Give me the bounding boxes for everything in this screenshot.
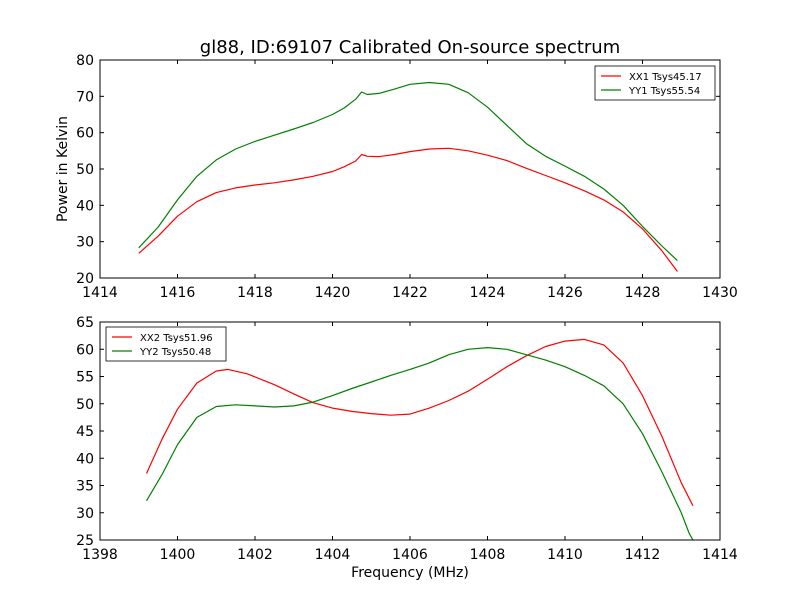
x-tick-label: 1414 (702, 547, 738, 563)
series-line-2-2 (145, 347, 694, 541)
x-tick-label: 1422 (392, 285, 428, 301)
y-tick-label: 30 (76, 506, 94, 522)
x-tick-label: 1414 (82, 285, 118, 301)
y-tick-label: 25 (76, 533, 94, 549)
y-tick-label: 40 (76, 451, 94, 467)
legend-entry: XX1 Tsys45.17 (629, 72, 702, 83)
x-tick-label: 1400 (160, 547, 196, 563)
y-tick-label: 55 (76, 370, 94, 386)
y-tick-label: 70 (76, 89, 94, 105)
x-tick-label: 1398 (82, 547, 118, 563)
bottom-panel: 1398 1400 1402 1404 1406 1408 1410 1412 1414 25 30… (76, 315, 738, 563)
x-tick-label: 1412 (625, 547, 661, 563)
series-line-1-1 (138, 147, 678, 272)
x-tick-label: 1408 (470, 547, 506, 563)
x-tick-label: 1404 (315, 547, 351, 563)
x-tick-label: 1416 (160, 285, 196, 301)
legend-entry: YY1 Tsys55.54 (628, 86, 700, 97)
legend-entry: XX2 Tsys51.96 (140, 333, 213, 344)
x-tick-label: 1402 (237, 547, 273, 563)
y-tick-label: 60 (76, 126, 94, 142)
x-tick-label: 1406 (392, 547, 428, 563)
x-axis-label: Frequency (MHz) (351, 565, 469, 581)
x-tick-label: 1418 (237, 285, 273, 301)
y-tick-label: 50 (76, 162, 94, 178)
y-tick-label: 50 (76, 397, 94, 413)
x-tick-label: 1430 (702, 285, 738, 301)
y-tick-label: 65 (76, 315, 94, 331)
legend-box (105, 326, 227, 362)
series-line-2-1 (145, 338, 694, 506)
x-tick-label: 1420 (315, 285, 351, 301)
series-line-1-2 (138, 81, 678, 262)
x-tick-label: 1424 (470, 285, 506, 301)
top-panel: 1414 1416 1418 1420 1422 1424 1426 1428 1430 20 30… (55, 53, 738, 301)
y-tick-label: 80 (76, 53, 94, 69)
y-tick-label: 35 (76, 479, 94, 495)
figure-title: gl88, ID:69107 Calibrated On-source spec… (200, 37, 620, 58)
y-tick-label: 45 (76, 424, 94, 440)
legend-box (594, 65, 716, 101)
y-tick-label: 60 (76, 342, 94, 358)
legend-entry: YY2 Tsys50.48 (139, 347, 211, 358)
x-tick-label: 1426 (547, 285, 583, 301)
y-tick-label: 30 (76, 235, 94, 251)
y-axis-label: Power in Kelvin (55, 116, 71, 222)
y-tick-label: 40 (76, 198, 94, 214)
x-tick-label: 1428 (625, 285, 661, 301)
x-tick-label: 1410 (547, 547, 583, 563)
y-tick-label: 20 (76, 271, 94, 287)
